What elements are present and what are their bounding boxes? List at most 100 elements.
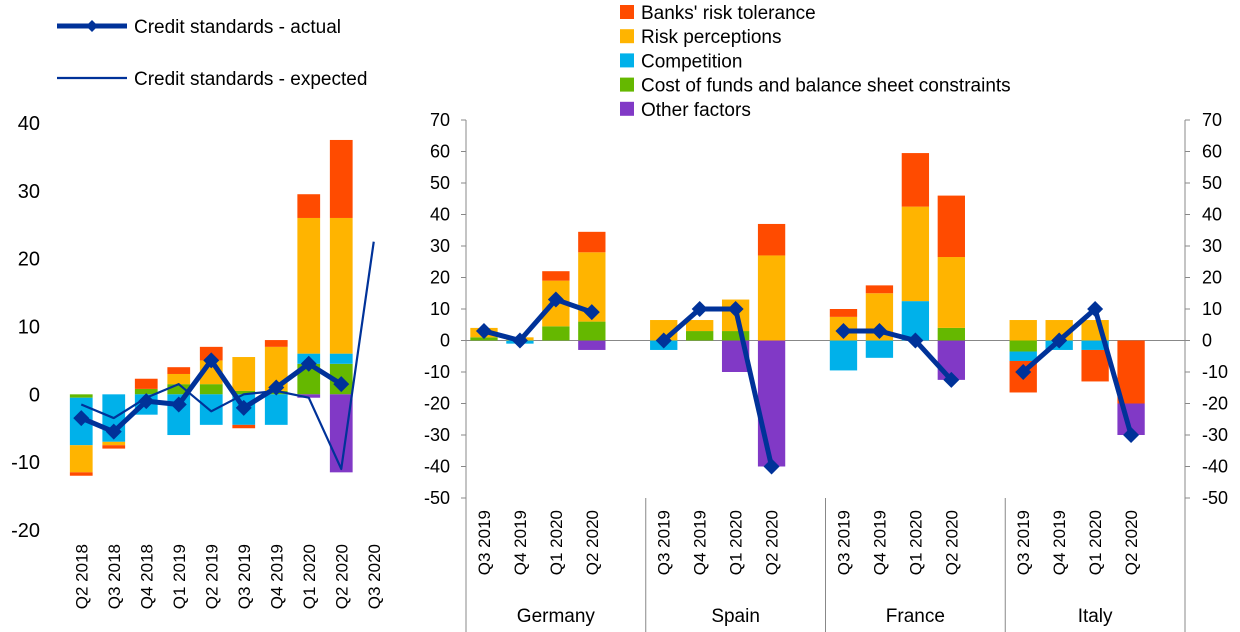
euro-area-panel: -20 -10 0 10 20 30 40 Q2 2018 Q3 2018 Q4 2018 Q1 2…: [11, 113, 384, 609]
y-tick-label-right: 10: [1202, 299, 1222, 319]
bar-segment-banks-risk-tolerance: [1117, 340, 1145, 404]
data-point-marker: [235, 399, 252, 416]
y-tick-label-left: 40: [430, 205, 450, 225]
legend-color-swatch: [620, 77, 634, 92]
country-label: Germany: [517, 606, 596, 627]
bar-segment-risk-perceptions: [901, 206, 930, 302]
data-point-marker: [1123, 427, 1140, 443]
x-tick-label: Q2 2020: [583, 510, 602, 575]
x-tick-label: Q4 2019: [1050, 510, 1069, 575]
y-tick-label-left: 0: [440, 331, 450, 351]
bar-segment-competition: [1009, 351, 1037, 361]
line-credit-standards-actual: [843, 328, 954, 382]
line-credit-standards-expected: [80, 241, 375, 471]
y-tick-label-right: 50: [1202, 173, 1222, 193]
data-point-marker: [655, 332, 672, 349]
bar-segment-banks-risk-tolerance: [134, 378, 158, 389]
data-point-marker: [333, 376, 350, 393]
data-point-marker: [203, 352, 220, 369]
x-tick-label: Q1 2020: [300, 544, 319, 609]
y-tick-label-right: -20: [1202, 394, 1228, 414]
legend-diamond-marker: [86, 20, 98, 32]
y-tick-label-left: 70: [430, 110, 450, 130]
y-tick-label-right: -10: [1202, 362, 1228, 382]
bar-segment-risk-perceptions: [1009, 320, 1037, 341]
y-tick-label: 0: [29, 384, 40, 406]
data-point-marker: [943, 371, 960, 388]
y-tick-label-left: 10: [430, 299, 450, 319]
y-tick-label-left: -20: [424, 394, 450, 414]
y-tick-label-left: 50: [430, 173, 450, 193]
y-tick-label-left: 60: [430, 142, 450, 162]
y-tick-label-right: 0: [1202, 331, 1212, 351]
legend-label: Other factors: [641, 100, 751, 121]
y-tick-label-left: 20: [430, 268, 450, 288]
x-tick-label: Q3 2019: [834, 510, 853, 575]
bar-segment-cost-of-funds-and-balance-sheet-constraints: [297, 363, 321, 395]
line-credit-standards-actual: [662, 306, 775, 468]
x-tick-label: Q2 2020: [763, 510, 782, 575]
x-tick-label: Q1 2020: [727, 510, 746, 575]
bar-segment-banks-risk-tolerance: [829, 309, 858, 317]
y-tick-label-right: -40: [1202, 457, 1228, 477]
legend-color-swatch: [620, 53, 634, 68]
x-tick-label: Q4 2019: [267, 544, 286, 609]
bar-segment-banks-risk-tolerance: [167, 367, 191, 374]
y-tick-label: 20: [18, 249, 40, 271]
bar-segment-other-factors: [757, 340, 786, 467]
x-tick-label: Q2 2018: [72, 544, 91, 609]
bar-segment-risk-perceptions: [329, 217, 353, 354]
bar-segment-banks-risk-tolerance: [901, 153, 930, 207]
data-point-marker: [763, 458, 780, 475]
bar-segment-risk-perceptions: [69, 445, 93, 473]
bar-segment-banks-risk-tolerance: [297, 194, 321, 218]
bar-segment-cost-of-funds-and-balance-sheet-constraints: [542, 326, 570, 341]
bar-segment-banks-risk-tolerance: [232, 424, 256, 429]
legend-label: Cost of funds and balance sheet constrai…: [641, 76, 1011, 97]
bar-segment-banks-risk-tolerance: [757, 223, 786, 256]
bar-segment-cost-of-funds-and-balance-sheet-constraints: [167, 384, 191, 395]
bar-segment-competition: [199, 394, 223, 425]
x-tick-label: Q3 2019: [235, 544, 254, 609]
bar-segment-competition: [264, 394, 288, 425]
y-tick-label-left: 30: [430, 236, 450, 256]
legend-color-swatch: [620, 29, 634, 44]
x-tick-label: Q1 2020: [906, 510, 925, 575]
bar-segment-banks-risk-tolerance: [542, 271, 570, 281]
bar-segment-risk-perceptions: [167, 373, 191, 385]
y-tick-label-right: -50: [1202, 488, 1228, 508]
data-point-marker: [871, 323, 888, 340]
data-point-marker: [1087, 301, 1104, 317]
y-tick-label-right: 70: [1202, 110, 1222, 130]
data-point-marker: [691, 301, 708, 317]
legend-label: Credit standards - actual: [134, 17, 341, 38]
y-tick-label: -10: [11, 452, 40, 474]
bar-segment-risk-perceptions: [937, 257, 965, 328]
bar-segment-risk-perceptions: [757, 255, 786, 341]
bar-segment-banks-risk-tolerance: [865, 285, 894, 294]
legend-color-swatch: [620, 5, 634, 19]
x-tick-label: Q1 2019: [170, 544, 189, 609]
y-tick-label: -20: [11, 520, 40, 542]
bar-segment-risk-perceptions: [102, 441, 126, 446]
x-tick-label: Q3 2019: [1014, 510, 1033, 575]
line-credit-standards-actual: [483, 297, 593, 343]
data-point-marker: [583, 304, 600, 321]
data-point-marker: [170, 396, 187, 413]
bar-segment-cost-of-funds-and-balance-sheet-constraints: [69, 394, 93, 398]
bar-segment-banks-risk-tolerance: [69, 472, 93, 476]
bar-segment-competition: [829, 340, 858, 371]
x-tick-label: Q1 2020: [547, 510, 566, 575]
legend-label: Risk perceptions: [641, 27, 781, 48]
data-point-marker: [73, 410, 90, 427]
bar-segment-cost-of-funds-and-balance-sheet-constraints: [134, 388, 158, 395]
x-tick-label: Q2 2019: [202, 544, 221, 609]
bar-segment-other-factors: [329, 394, 353, 473]
bar-segment-other-factors: [578, 340, 606, 350]
bar-segment-cost-of-funds-and-balance-sheet-constraints: [1009, 340, 1037, 352]
bar-segment-other-factors: [297, 394, 321, 398]
bar-segment-banks-risk-tolerance: [937, 195, 965, 258]
x-tick-label: Q4 2019: [691, 510, 710, 575]
data-point-marker: [300, 355, 317, 372]
